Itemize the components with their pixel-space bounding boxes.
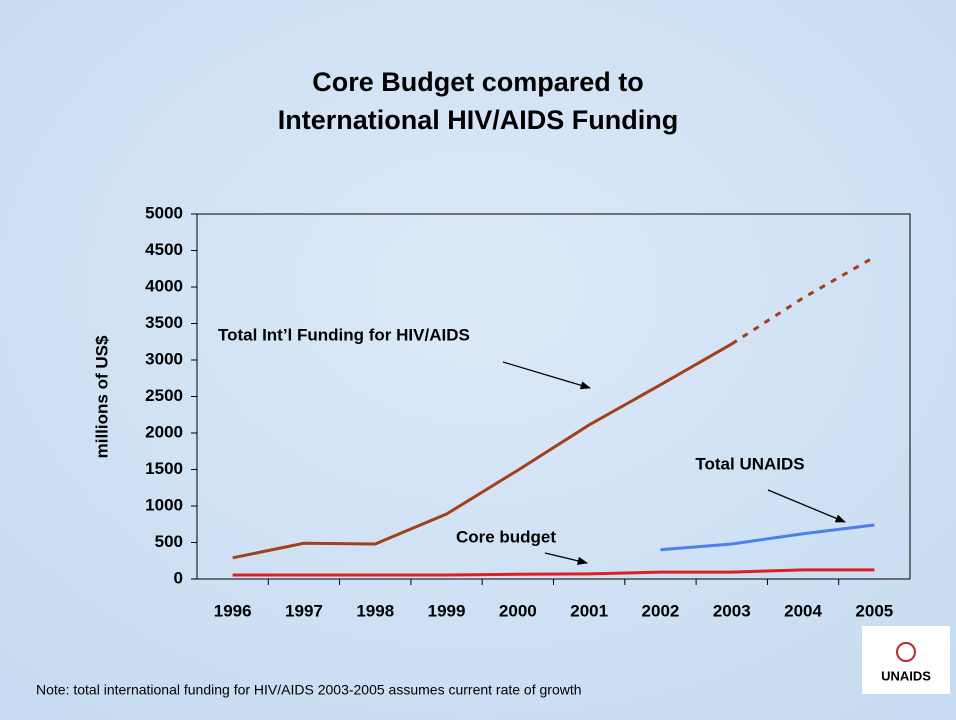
y-tick-label: 0: [174, 568, 183, 587]
title-line-2: International HIV/AIDS Funding: [278, 105, 679, 135]
annotation-arrow: [767, 489, 846, 523]
line: [660, 523, 875, 552]
x-tick-label: 2002: [642, 601, 680, 620]
x-tick-label: 1998: [356, 601, 394, 620]
y-tick-label: 4500: [145, 240, 183, 259]
x-tick-label: 2004: [784, 601, 822, 620]
y-tick-label: 5000: [145, 203, 183, 222]
logo-text: UNAIDS: [881, 668, 931, 683]
series-label: Total UNAIDS: [695, 454, 804, 473]
line-projection: [730, 255, 876, 346]
y-tick-label: 1000: [145, 495, 183, 514]
x-tick-label: 2005: [855, 601, 893, 620]
y-tick-label: 1500: [145, 459, 183, 478]
x-tick-label: 1996: [214, 601, 252, 620]
annotation-arrow: [502, 361, 591, 390]
y-tick-label: 500: [155, 532, 183, 551]
series-label: Total Int’l Funding for HIV/AIDS: [218, 325, 470, 344]
line: [232, 568, 875, 577]
y-tick-label: 2500: [145, 386, 183, 405]
y-tick-label: 2000: [145, 422, 183, 441]
y-tick-label: 4000: [145, 276, 183, 295]
x-tick-label: 1999: [428, 601, 466, 620]
x-tick-label: 2000: [499, 601, 537, 620]
x-tick-label: 2001: [570, 601, 608, 620]
line: [232, 342, 733, 560]
series-label: Core budget: [456, 527, 556, 546]
y-axis-label: millions of US$: [92, 335, 111, 458]
logo-icon: [896, 642, 916, 662]
y-tick-label: 3500: [145, 313, 183, 332]
note: Note: total international funding for HI…: [36, 682, 582, 698]
y-tick-label: 3000: [145, 349, 183, 368]
title-line-1: Core Budget compared to: [312, 67, 644, 97]
x-tick-label: 2003: [713, 601, 751, 620]
annotation-arrow: [544, 552, 589, 565]
x-tick-label: 1997: [285, 601, 323, 620]
